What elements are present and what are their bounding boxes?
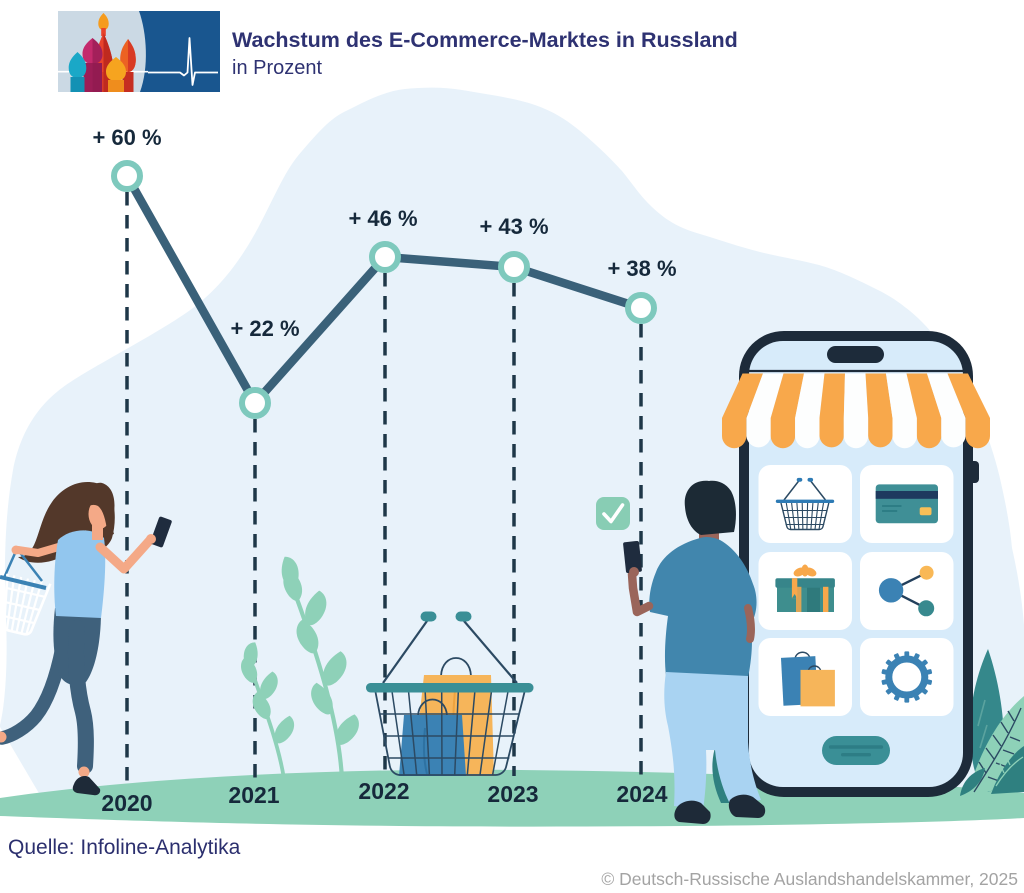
svg-text:in Prozent: in Prozent [232, 57, 322, 79]
svg-text:2020: 2020 [101, 790, 152, 816]
svg-text:2022: 2022 [358, 778, 409, 804]
svg-text:2021: 2021 [228, 782, 279, 808]
svg-text:2023: 2023 [487, 781, 538, 807]
svg-text:Quelle: Infoline-Analytika: Quelle: Infoline-Analytika [8, 836, 241, 859]
svg-text:© Deutsch-Russische Auslandsha: © Deutsch-Russische Auslandshandelskamme… [601, 869, 1018, 889]
svg-text:2024: 2024 [616, 781, 667, 807]
svg-text:+ 60 %: + 60 % [92, 125, 161, 150]
svg-text:Wachstum des E-Commerce-Markte: Wachstum des E-Commerce-Marktes in Russl… [232, 28, 738, 52]
svg-text:+ 43 %: + 43 % [479, 214, 548, 239]
svg-text:+ 46 %: + 46 % [348, 206, 417, 231]
svg-text:+ 38 %: + 38 % [607, 256, 676, 281]
svg-text:+ 22 %: + 22 % [230, 316, 299, 341]
